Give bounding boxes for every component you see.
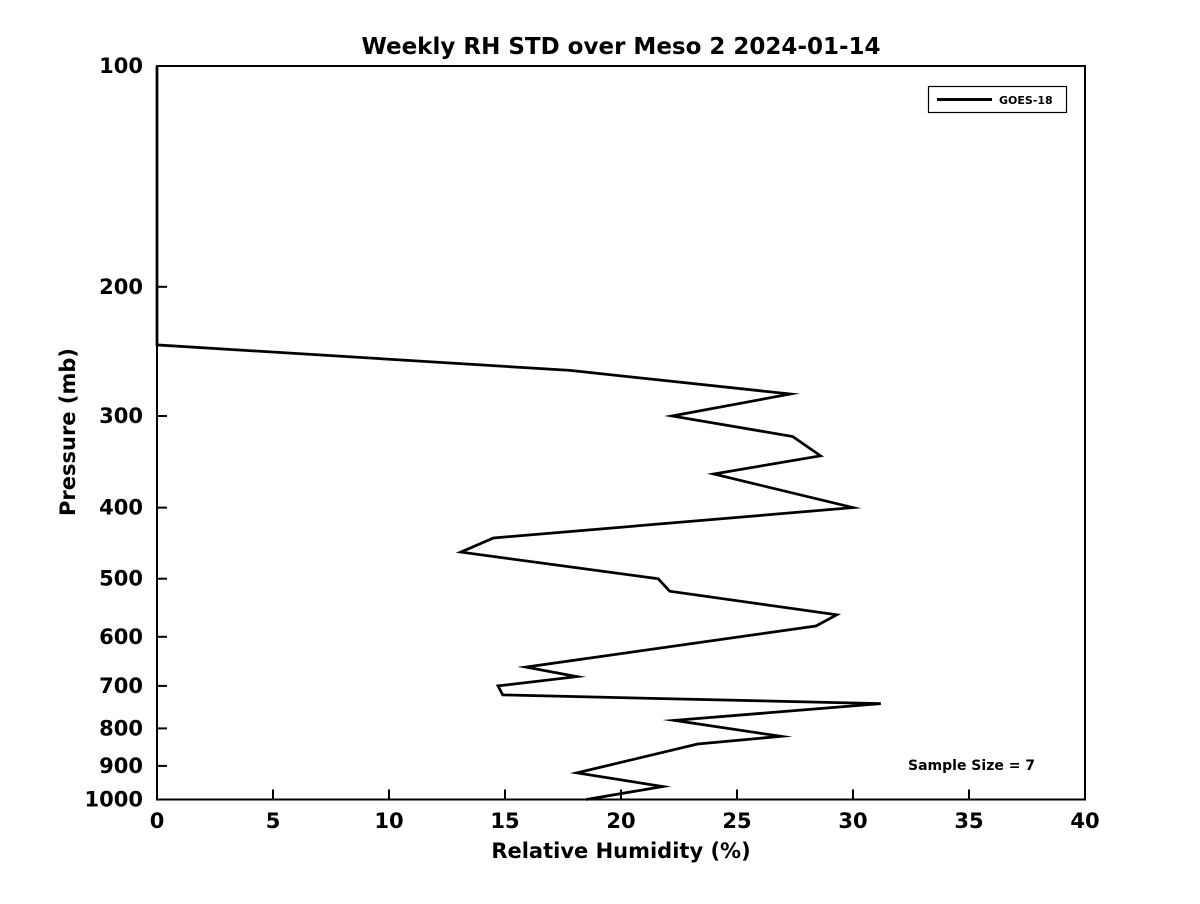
y-tick-label: 500: [99, 567, 143, 591]
y-tick-label: 600: [99, 625, 143, 649]
x-tick-label: 30: [838, 809, 867, 833]
y-axis-ticks: [157, 65, 167, 801]
y-tick-label: 400: [99, 496, 143, 520]
y-tick-label: 100: [99, 54, 143, 78]
x-tick-label: 35: [954, 809, 983, 833]
y-tick-label: 900: [99, 754, 143, 778]
y-tick-label: 1000: [85, 788, 143, 812]
x-tick-label: 5: [266, 809, 281, 833]
plot-box: [156, 65, 1086, 801]
y-axis-tick-labels: 100 200 300 400 500 600 700 800 900 1000: [85, 54, 143, 812]
y-tick-label: 700: [99, 674, 143, 698]
x-axis-tick-labels: 0 5 10 15 20 25 30 35 40: [150, 809, 1100, 833]
x-tick-label: 0: [150, 809, 165, 833]
x-tick-label: 20: [606, 809, 635, 833]
chart-title: Weekly RH STD over Meso 2 2024-01-14: [361, 34, 880, 60]
x-axis-label: Relative Humidity (%): [491, 839, 750, 863]
legend: GOES-18: [927, 85, 1068, 114]
y-tick-label: 800: [99, 716, 143, 740]
x-tick-label: 40: [1070, 809, 1099, 833]
x-tick-label: 15: [490, 809, 519, 833]
y-axis-label: Pressure (mb): [56, 348, 80, 516]
sample-size-annotation: Sample Size = 7: [908, 758, 1035, 774]
legend-entry-label: GOES-18: [999, 94, 1053, 107]
y-tick-label: 200: [99, 275, 143, 299]
x-tick-label: 25: [722, 809, 751, 833]
y-tick-label: 300: [99, 404, 143, 428]
x-tick-label: 10: [374, 809, 403, 833]
rh-std-line: [155, 66, 881, 801]
